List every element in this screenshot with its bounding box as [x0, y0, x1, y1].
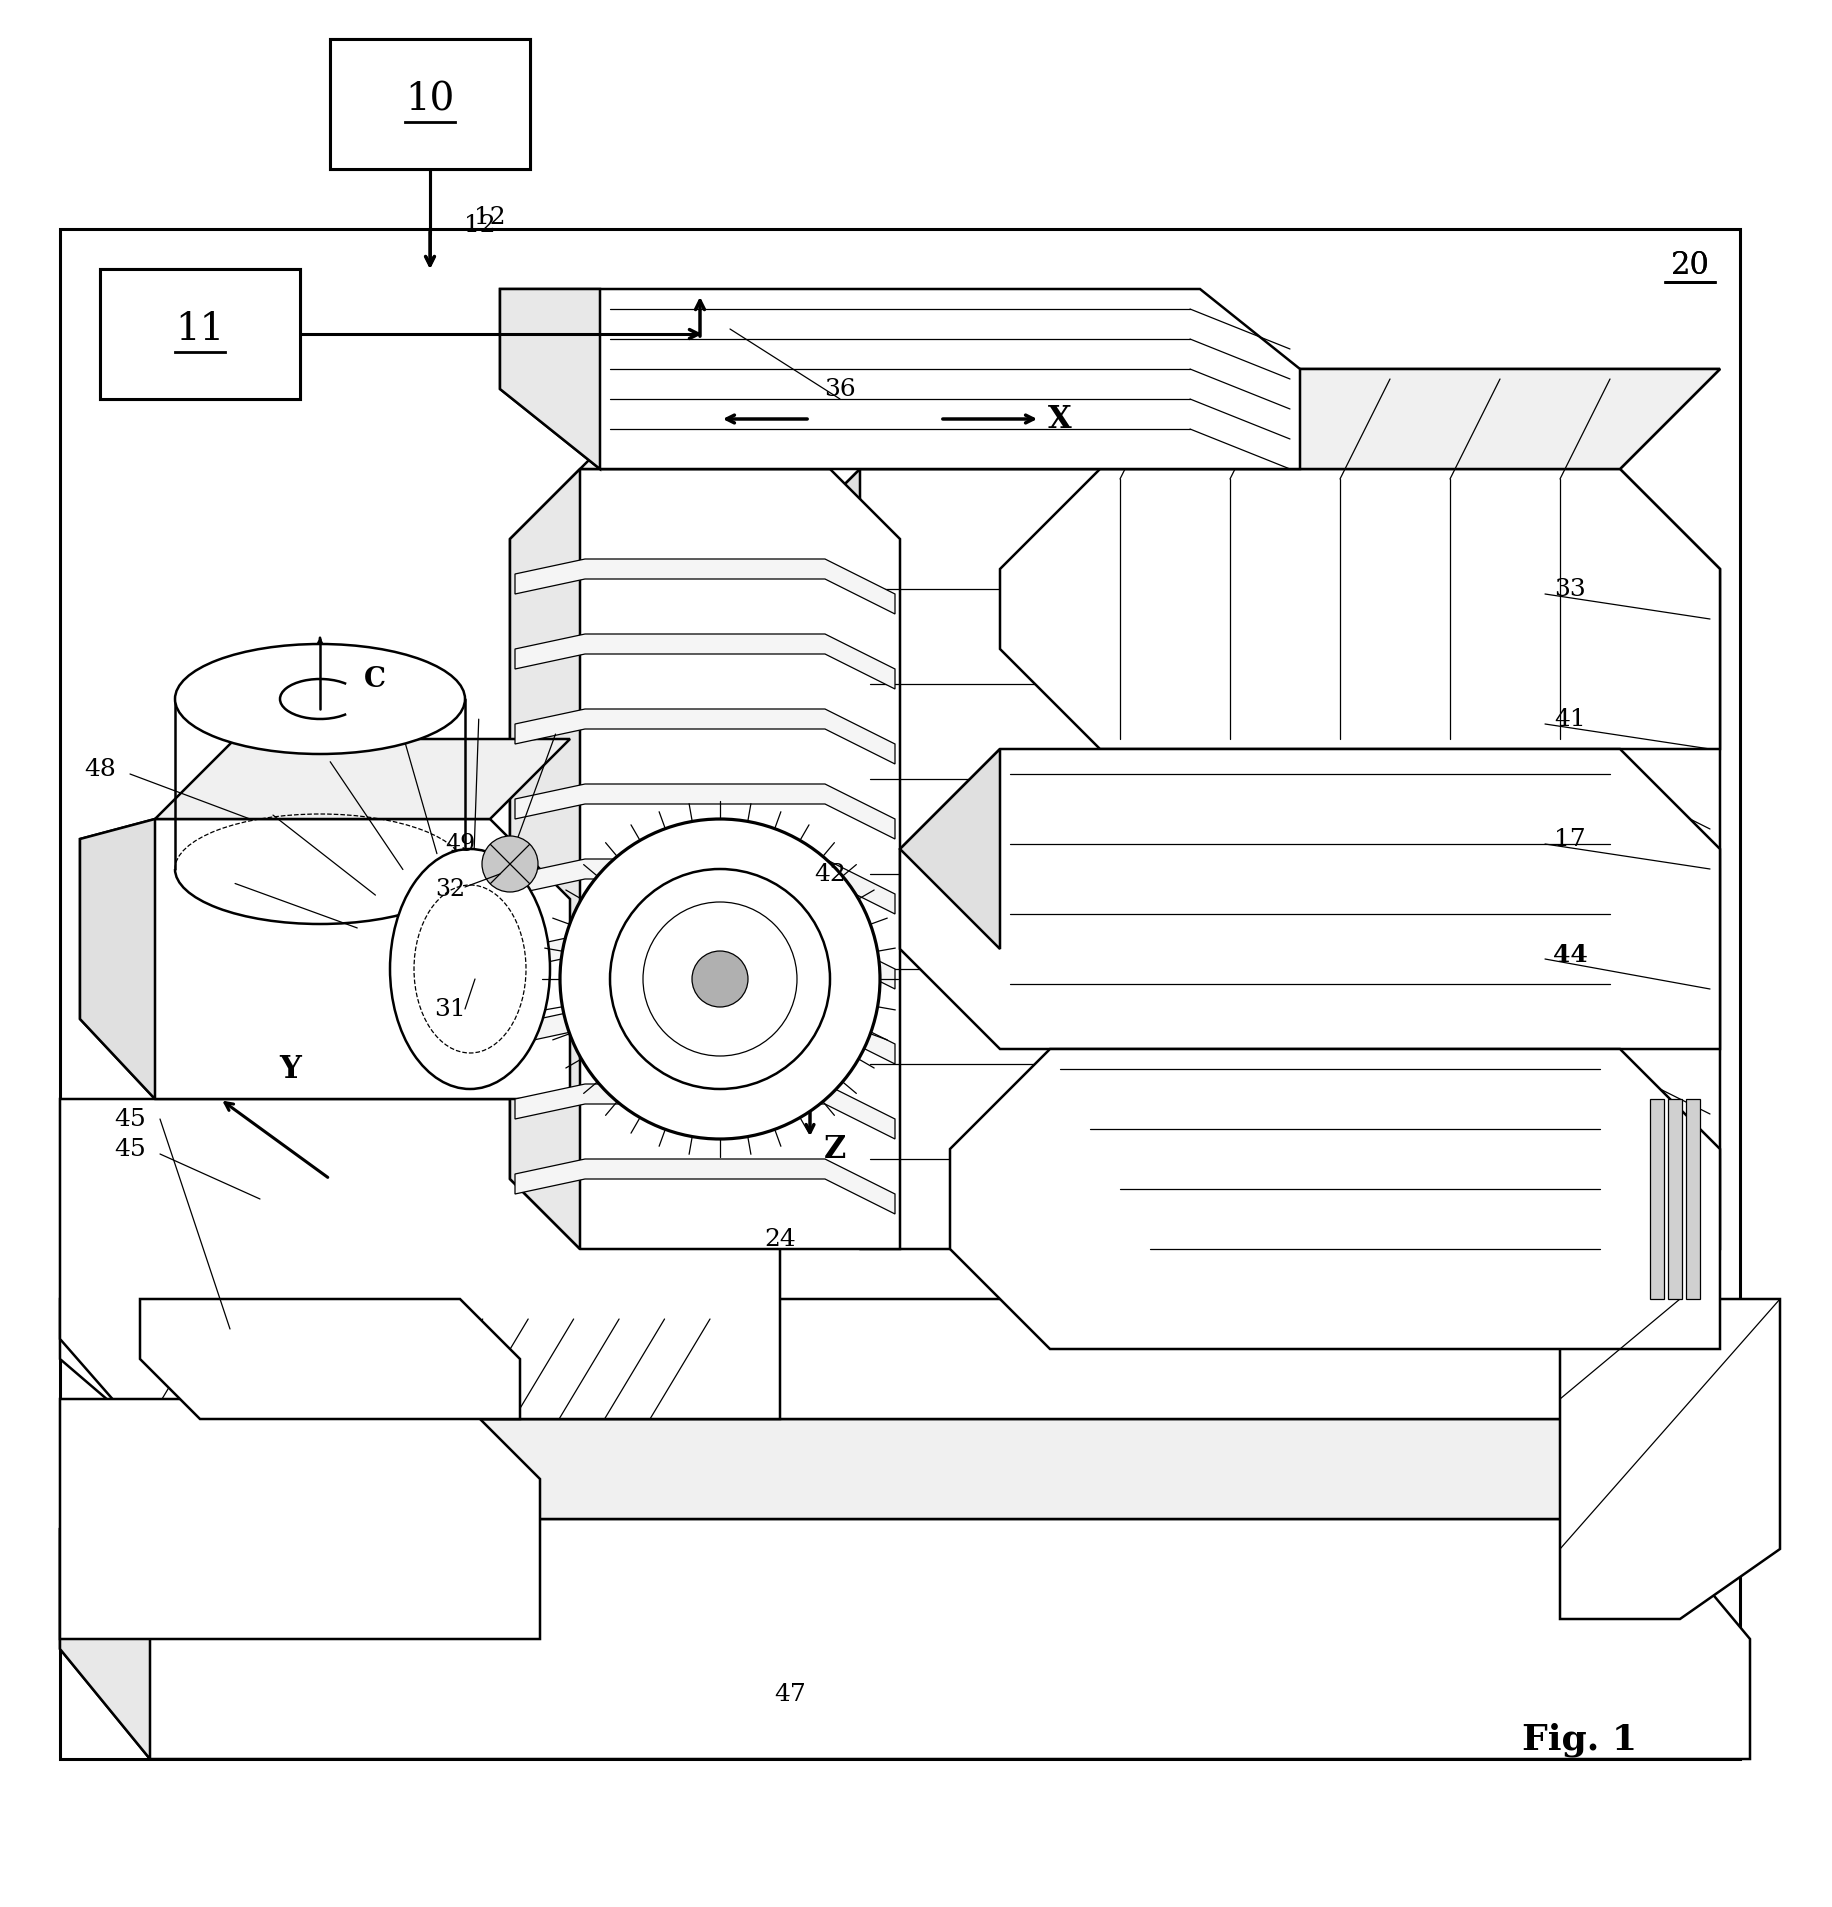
Polygon shape — [515, 709, 894, 765]
Polygon shape — [1000, 469, 1718, 749]
Ellipse shape — [174, 645, 465, 755]
Polygon shape — [515, 1085, 894, 1138]
Polygon shape — [509, 469, 579, 1249]
Polygon shape — [150, 1419, 1750, 1520]
Polygon shape — [500, 290, 599, 469]
Text: 20: 20 — [1669, 250, 1709, 280]
Text: Y: Y — [278, 1055, 300, 1085]
Bar — [1685, 1100, 1698, 1299]
Polygon shape — [760, 469, 1718, 1249]
Polygon shape — [579, 400, 900, 469]
Text: 12: 12 — [474, 206, 506, 229]
Polygon shape — [900, 749, 1000, 950]
Circle shape — [561, 820, 879, 1138]
Polygon shape — [509, 469, 900, 1249]
Bar — [1667, 1100, 1682, 1299]
Text: 10: 10 — [405, 86, 454, 124]
Polygon shape — [900, 749, 1718, 1049]
Polygon shape — [81, 820, 570, 1100]
Polygon shape — [60, 1520, 1750, 1758]
Polygon shape — [515, 934, 894, 990]
Text: Z: Z — [823, 1135, 846, 1165]
Circle shape — [482, 837, 539, 892]
Circle shape — [610, 870, 830, 1089]
Text: 31: 31 — [434, 997, 465, 1020]
Text: 24: 24 — [764, 1228, 795, 1251]
Text: 33: 33 — [1554, 578, 1585, 601]
Text: 20: 20 — [1669, 250, 1709, 280]
Text: 49: 49 — [445, 833, 474, 856]
Polygon shape — [515, 1159, 894, 1215]
Polygon shape — [859, 370, 1718, 469]
Polygon shape — [1099, 370, 1718, 469]
Bar — [101, 271, 300, 400]
Polygon shape — [156, 740, 570, 820]
Text: X: X — [1048, 404, 1072, 435]
Text: 47: 47 — [773, 1682, 806, 1705]
Circle shape — [643, 902, 797, 1056]
Text: 42: 42 — [813, 864, 845, 887]
Bar — [330, 40, 529, 170]
Bar — [101, 271, 300, 400]
Circle shape — [692, 952, 747, 1007]
Polygon shape — [500, 290, 1299, 469]
Ellipse shape — [390, 849, 550, 1089]
Text: 12: 12 — [463, 214, 495, 236]
Polygon shape — [60, 1400, 540, 1640]
Text: 44: 44 — [1552, 942, 1587, 967]
Polygon shape — [60, 1299, 1750, 1419]
Bar — [60, 231, 1739, 1758]
Polygon shape — [60, 1520, 150, 1758]
Text: 10: 10 — [405, 82, 454, 118]
Polygon shape — [515, 635, 894, 690]
Polygon shape — [760, 469, 859, 1249]
Text: 45: 45 — [114, 1138, 147, 1161]
Polygon shape — [139, 1299, 520, 1419]
Polygon shape — [81, 820, 156, 1100]
Text: 11: 11 — [176, 317, 225, 353]
Text: 36: 36 — [824, 378, 856, 400]
Bar — [1649, 1100, 1663, 1299]
Polygon shape — [515, 561, 894, 614]
Polygon shape — [515, 1009, 894, 1064]
Text: 45: 45 — [114, 1108, 147, 1131]
Polygon shape — [60, 1100, 780, 1419]
Polygon shape — [515, 860, 894, 915]
Text: 41: 41 — [1554, 707, 1585, 730]
Text: C: C — [365, 666, 387, 692]
Text: 17: 17 — [1554, 828, 1585, 851]
Polygon shape — [1559, 1299, 1779, 1619]
Bar — [330, 40, 529, 170]
Text: 48: 48 — [84, 759, 115, 782]
Text: 32: 32 — [434, 877, 465, 900]
Text: 11: 11 — [176, 311, 225, 349]
Polygon shape — [949, 1049, 1718, 1350]
Text: Fig. 1: Fig. 1 — [1522, 1722, 1636, 1756]
Polygon shape — [515, 784, 894, 839]
